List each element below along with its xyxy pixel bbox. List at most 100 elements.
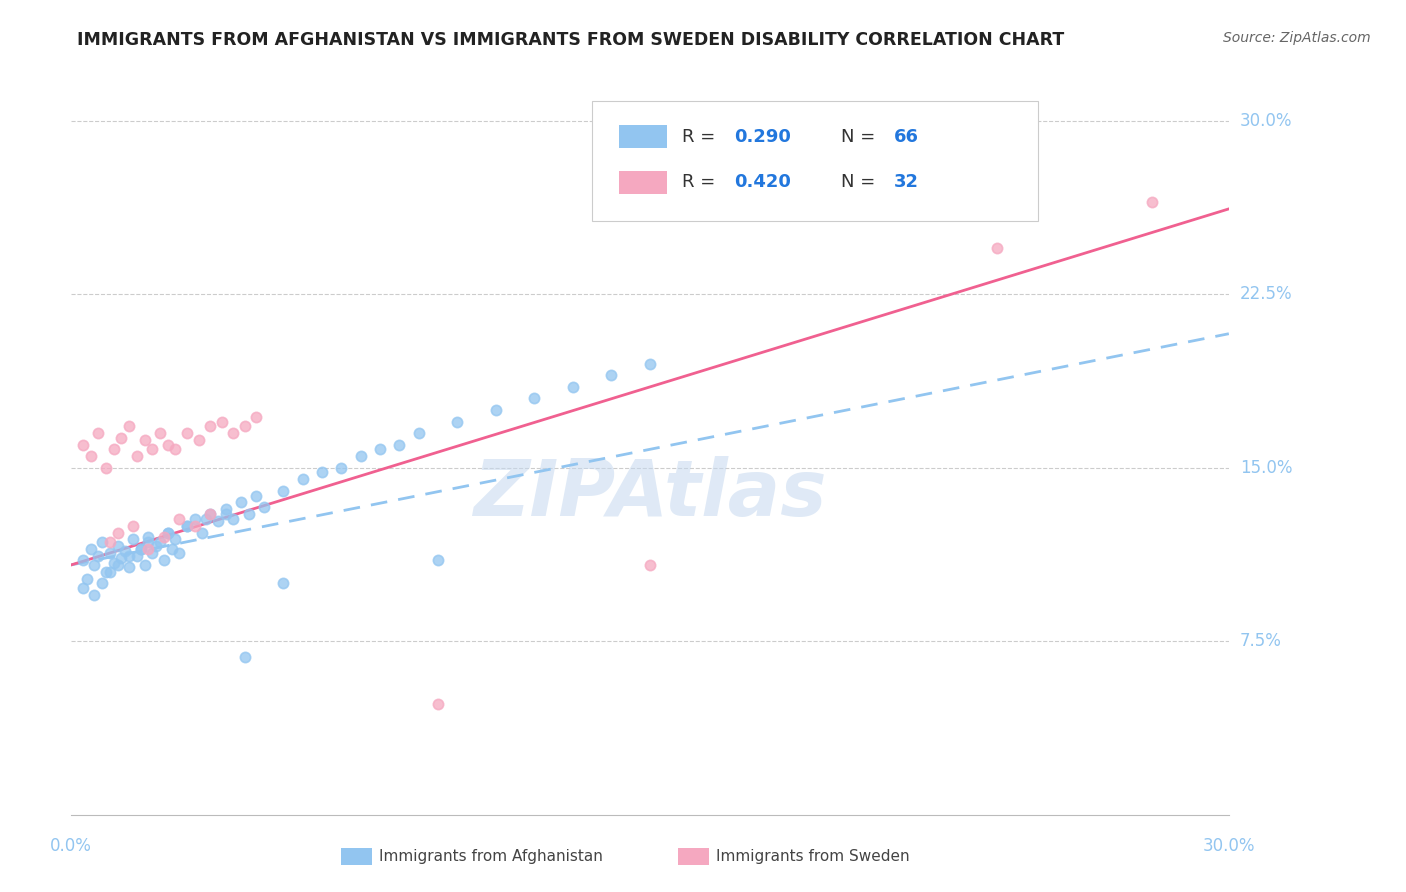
Point <box>183 518 205 533</box>
Point <box>98 565 121 579</box>
Text: 0.420: 0.420 <box>734 173 792 192</box>
Point <box>129 541 152 556</box>
Point <box>291 472 314 486</box>
Point <box>183 511 205 525</box>
Point <box>273 483 295 498</box>
Text: R =: R = <box>682 173 721 192</box>
Text: ZIPAtlas: ZIPAtlas <box>474 456 827 533</box>
Text: 15.0%: 15.0% <box>1240 458 1292 477</box>
Point <box>134 433 156 447</box>
Point <box>207 514 229 528</box>
Point <box>98 534 121 549</box>
Point <box>233 650 256 665</box>
Point <box>176 426 198 441</box>
Point <box>238 507 260 521</box>
Point <box>87 549 110 563</box>
Point <box>253 500 276 514</box>
Point <box>191 525 214 540</box>
Point <box>198 507 221 521</box>
Text: 22.5%: 22.5% <box>1240 285 1292 303</box>
Point <box>350 449 373 463</box>
Point <box>426 553 449 567</box>
Point <box>118 419 141 434</box>
Point <box>198 507 221 521</box>
Point <box>368 442 391 457</box>
Point <box>638 558 661 572</box>
Point <box>187 433 209 447</box>
Point <box>233 419 256 434</box>
Point <box>110 551 132 566</box>
Point <box>134 558 156 572</box>
Point <box>176 518 198 533</box>
Point <box>114 544 136 558</box>
Point <box>211 415 233 429</box>
Point <box>141 442 163 457</box>
Point <box>103 442 125 457</box>
Point <box>198 419 221 434</box>
Point <box>245 489 267 503</box>
Text: 0.0%: 0.0% <box>51 837 93 855</box>
Point <box>245 409 267 424</box>
Point <box>145 540 167 554</box>
Text: Source: ZipAtlas.com: Source: ZipAtlas.com <box>1223 31 1371 45</box>
Point <box>229 495 252 509</box>
Point <box>125 449 148 463</box>
Point <box>76 572 98 586</box>
Point <box>169 511 191 525</box>
Point <box>83 588 105 602</box>
Text: Immigrants from Sweden: Immigrants from Sweden <box>716 849 910 864</box>
Point <box>91 534 114 549</box>
Point <box>222 511 245 525</box>
Point <box>160 541 183 556</box>
FancyBboxPatch shape <box>619 171 668 194</box>
Text: R =: R = <box>682 128 721 145</box>
Point <box>156 438 179 452</box>
Point <box>214 502 236 516</box>
Point <box>523 392 546 406</box>
Point <box>1140 194 1163 209</box>
FancyBboxPatch shape <box>619 125 668 148</box>
Point <box>107 540 129 554</box>
Point <box>138 534 160 549</box>
Point <box>118 549 141 563</box>
Point <box>103 556 125 570</box>
Point <box>87 426 110 441</box>
Point <box>129 541 152 556</box>
Point <box>141 546 163 560</box>
Point <box>107 558 129 572</box>
Point <box>79 541 101 556</box>
Point <box>408 426 430 441</box>
Point <box>195 511 218 525</box>
Point <box>79 449 101 463</box>
Point <box>153 530 176 544</box>
Text: 7.5%: 7.5% <box>1240 632 1282 650</box>
Point <box>72 553 94 567</box>
Point <box>83 558 105 572</box>
Point <box>138 530 160 544</box>
Text: 66: 66 <box>894 128 920 145</box>
Point <box>638 357 661 371</box>
Text: 30.0%: 30.0% <box>1202 837 1256 855</box>
Point <box>94 460 117 475</box>
Point <box>222 426 245 441</box>
Point <box>311 466 333 480</box>
Point <box>118 560 141 574</box>
Text: 0.290: 0.290 <box>734 128 792 145</box>
Point <box>600 368 623 383</box>
Point <box>91 576 114 591</box>
Point <box>94 565 117 579</box>
Point <box>149 426 172 441</box>
Point <box>98 546 121 560</box>
Point <box>388 438 411 452</box>
Point <box>72 581 94 595</box>
Point <box>169 546 191 560</box>
Point <box>485 403 508 417</box>
Text: N =: N = <box>841 128 882 145</box>
Point <box>125 549 148 563</box>
Point <box>426 697 449 711</box>
Point <box>122 518 145 533</box>
Text: IMMIGRANTS FROM AFGHANISTAN VS IMMIGRANTS FROM SWEDEN DISABILITY CORRELATION CHA: IMMIGRANTS FROM AFGHANISTAN VS IMMIGRANT… <box>77 31 1064 49</box>
Point <box>561 380 583 394</box>
Text: N =: N = <box>841 173 882 192</box>
Text: 32: 32 <box>894 173 920 192</box>
